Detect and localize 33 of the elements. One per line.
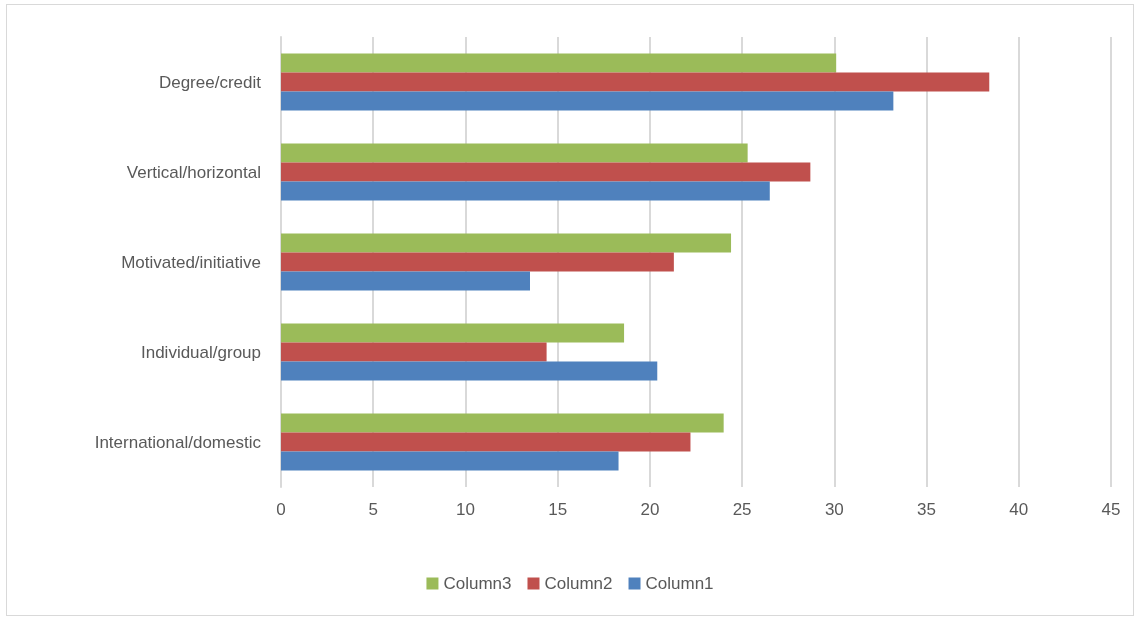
legend-label: Column2	[544, 574, 613, 593]
bar	[281, 323, 625, 343]
bar	[281, 143, 748, 163]
bar	[281, 342, 547, 362]
bar	[281, 233, 732, 253]
y-tick-label: International/domestic	[94, 432, 262, 452]
x-tick-label: 10	[455, 500, 475, 519]
y-tick-label: Degree/credit	[158, 72, 262, 92]
legend-label: Column3	[443, 574, 512, 593]
bar	[281, 91, 894, 111]
x-tick-label: 15	[548, 500, 568, 519]
bar	[281, 53, 837, 73]
bar	[281, 181, 770, 201]
bar	[281, 252, 674, 272]
x-tick-label: 30	[824, 500, 844, 519]
x-tick-label: 40	[1009, 500, 1029, 519]
x-tick-label: 0	[276, 500, 286, 519]
bar	[281, 72, 990, 92]
x-tick-label: 35	[917, 500, 937, 519]
bar	[281, 432, 691, 452]
bar	[281, 413, 724, 433]
x-tick-label: 45	[1101, 500, 1121, 519]
bar	[281, 271, 530, 291]
x-tick-label: 25	[732, 500, 752, 519]
y-tick-label: Vertical/horizontal	[126, 162, 261, 182]
bar	[281, 361, 658, 381]
y-tick-label: Motivated/initiative	[121, 252, 261, 272]
x-tick-label: 20	[640, 500, 660, 519]
bar	[281, 451, 619, 471]
x-tick-label: 5	[368, 500, 378, 519]
legend-label: Column1	[645, 574, 714, 593]
bar	[281, 162, 811, 182]
y-tick-label: Individual/group	[140, 342, 261, 362]
